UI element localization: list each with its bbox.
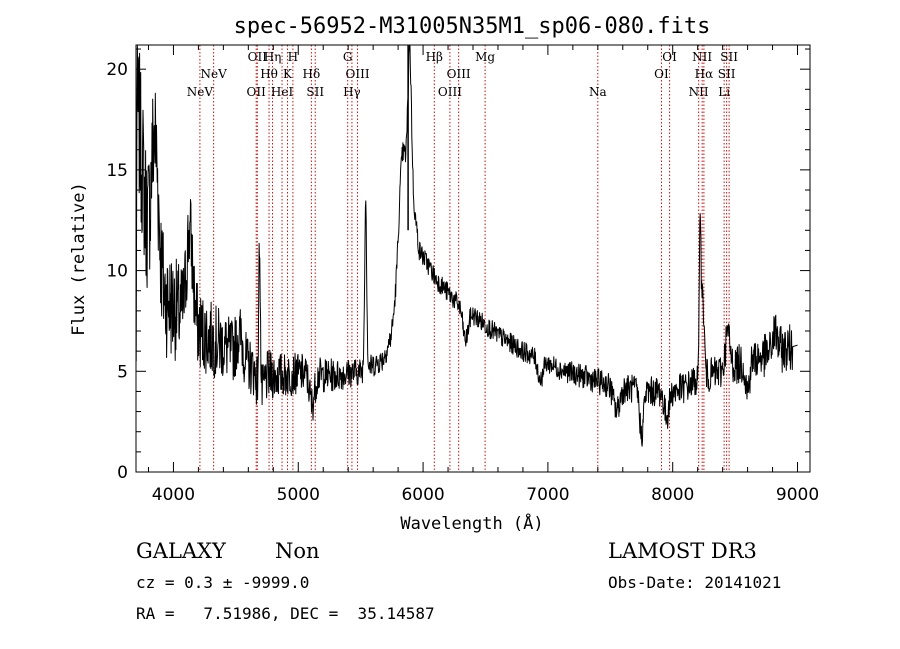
redshift-readout: cz = 0.3 ± -9999.0: [136, 573, 310, 592]
line-label: Hγ: [343, 85, 361, 99]
y-tick-label: 0: [117, 463, 128, 483]
line-label: H: [288, 50, 298, 64]
emission-line-markers: [199, 45, 730, 472]
line-label: OIII: [447, 67, 471, 81]
y-tick-label: 20: [106, 60, 128, 80]
line-label: OIII: [438, 85, 462, 99]
line-label: HeI: [271, 85, 294, 99]
y-tick-label: 10: [106, 262, 128, 282]
line-label: SII: [720, 50, 738, 64]
line-label: SII: [306, 85, 324, 99]
x-tick-label: 5000: [277, 485, 320, 505]
y-tick-label: 5: [117, 362, 128, 382]
line-label: OI: [662, 50, 677, 64]
line-label: Na: [589, 85, 607, 99]
line-label: Mg: [475, 50, 495, 64]
line-label: Hδ: [303, 67, 321, 81]
x-tick-label: 7000: [526, 485, 569, 505]
chart-title: spec-56952-M31005N35M1_sp06-080.fits: [234, 14, 711, 39]
coordinates-readout: RA = 7.51986, DEC = 35.14587: [136, 604, 435, 623]
line-label: OII: [248, 50, 268, 64]
line-label: Hθ: [260, 67, 278, 81]
spectrum-series: [135, 45, 798, 447]
line-label: Hα: [695, 67, 714, 81]
observation-date: Obs-Date: 20141021: [608, 573, 782, 592]
line-label: Hη: [264, 50, 282, 64]
emission-line-labels: NeV NeV OII OII Hθ Hη HeI KH Hδ SII G Hγ OIII Hβ OIII O…: [187, 50, 738, 99]
x-tick-label: 8000: [651, 485, 694, 505]
line-label: OI: [654, 67, 669, 81]
plot-frame: [135, 44, 811, 473]
line-label: NeV: [187, 85, 214, 99]
line-label: NII: [692, 50, 712, 64]
line-label: G: [343, 50, 353, 64]
line-label: NII: [689, 85, 709, 99]
x-tick-label: 6000: [401, 485, 444, 505]
line-label: OII: [247, 85, 267, 99]
y-axis-label: Flux (relative): [69, 182, 89, 336]
spectrum-line: [135, 45, 798, 447]
line-label: K: [283, 67, 293, 81]
y-tick-label: 15: [106, 161, 128, 181]
object-subclass: Non: [275, 539, 320, 563]
line-label: OIII: [346, 67, 370, 81]
line-label: SII: [718, 67, 736, 81]
line-label: Li: [718, 85, 730, 99]
x-tick-label: 9000: [776, 485, 819, 505]
line-label: Hβ: [426, 50, 443, 64]
line-label: NeV: [200, 67, 227, 81]
survey-name: LAMOST DR3: [608, 539, 757, 563]
x-tick-label: 4000: [152, 485, 195, 505]
object-class: GALAXY: [136, 539, 226, 563]
x-axis-label: Wavelength (Å): [400, 512, 543, 534]
plot-axes: 4000 5000 6000 7000 8000 9000 0 5 10 15 20: [106, 44, 819, 505]
